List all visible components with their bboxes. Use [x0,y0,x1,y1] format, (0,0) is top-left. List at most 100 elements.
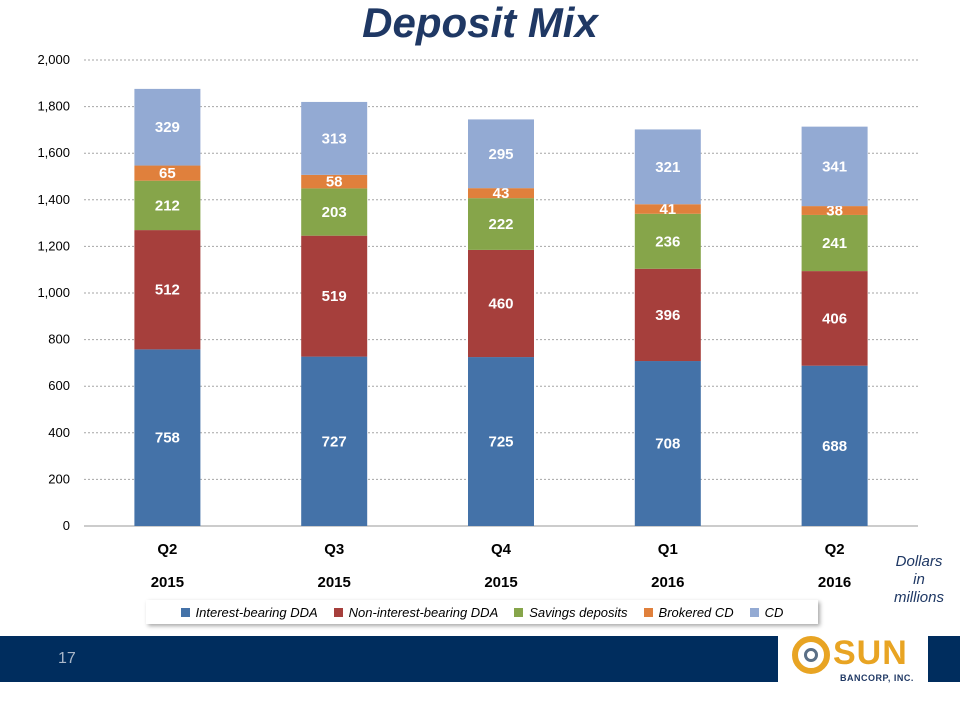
y-tick-label: 2,000 [37,52,70,67]
legend-item-interest-bearing-dda: Interest-bearing DDA [180,604,318,620]
x-category-quarter: Q3 [324,541,344,558]
bar-brokered-cd [134,165,201,181]
legend-swatch [643,607,653,617]
bar-non-interest-bearing-dda [634,268,701,362]
legend-item-brokered-cd: Brokered CD [643,604,734,620]
page-title: Deposit Mix [362,0,598,46]
bar-savings-deposits [468,198,534,250]
bar-brokered-cd [634,204,701,214]
bar-non-interest-bearing-dda [134,230,201,350]
logo-subtitle: BANCORP, INC. [840,673,914,683]
legend-label: Savings deposits [529,604,628,620]
bars: 758 512 212 65 329 727 519 203 58 313 725 460 222 43 2… [134,88,868,526]
bar-value-label: 203 [322,204,347,221]
x-category-year: 2015 [484,574,517,591]
y-tick-label: 1,400 [37,192,70,207]
bar-value-label: 236 [655,233,680,250]
y-tick-label: 200 [48,471,70,486]
bar-cd [301,101,368,175]
y-tick-label: 0 [63,518,70,533]
bar-value-label: 708 [655,436,680,453]
bar-non-interest-bearing-dda [468,249,534,358]
x-category-quarter: Q2 [157,541,177,558]
x-category-quarter: Q2 [825,541,845,558]
y-tick-label: 800 [48,332,70,347]
bar-value-label: 725 [488,434,513,451]
y-tick-label: 1,000 [37,285,70,300]
logo-name: SUN [833,634,908,672]
bar-value-label: 43 [493,185,510,202]
x-category-year: 2016 [651,574,684,591]
bar-value-label: 688 [822,438,847,455]
bar-brokered-cd [468,188,534,199]
bar-brokered-cd [301,174,368,189]
units-note-line-3: millions [893,589,944,606]
bar-savings-deposits [801,214,868,272]
y-tick-label: 1,200 [37,238,70,253]
bar-cd [801,126,868,207]
bar-value-label: 313 [322,130,347,147]
bar-value-label: 460 [488,295,513,312]
x-category-year: 2016 [818,574,851,591]
x-category-year: 2015 [151,574,184,591]
bar-value-label: 512 [155,282,180,299]
bar-value-label: 295 [488,146,513,163]
legend-label: Interest-bearing DDA [195,604,318,620]
x-category-year: 2015 [318,574,351,591]
bar-savings-deposits [634,213,701,269]
bar-value-label: 321 [655,159,680,176]
x-category-quarter: Q1 [658,541,678,558]
bar-value-label: 396 [655,307,680,324]
bar-cd [634,129,701,205]
bar-cd [468,119,534,189]
bar-value-label: 341 [822,158,847,175]
bar-non-interest-bearing-dda [301,235,368,357]
y-tick-label: 600 [48,378,70,393]
legend-item-savings-deposits: Savings deposits [514,604,628,620]
bar-value-label: 212 [155,197,180,214]
legend-item-non-interest-bearing-dda: Non-interest-bearing DDA [333,604,499,620]
bar-interest-bearing-dda [134,349,201,526]
y-tick-label: 1,800 [37,99,70,114]
y-tick-label: 400 [48,425,70,440]
legend-swatch [180,607,190,617]
page-number: 17 [58,650,76,667]
bar-value-label: 38 [826,203,843,220]
bar-value-label: 222 [488,216,513,233]
bar-value-label: 406 [822,310,847,327]
legend-label: Brokered CD [658,604,734,620]
x-axis-categories: Q2 2015 Q3 2015 Q4 2015 Q1 2016 Q2 2016 [151,541,852,591]
legend-item-cd: CD [749,604,784,620]
sun-ring-icon [792,636,830,674]
bar-savings-deposits [301,188,368,236]
bar-non-interest-bearing-dda [801,271,868,366]
bar-value-label: 41 [659,201,676,218]
bar-value-label: 727 [322,433,347,450]
deposit-mix-chart: 0 200 400 600 800 1,000 1,200 1,400 1,600 1,800 2,… [37,52,918,591]
bar-interest-bearing-dda [801,365,868,526]
bar-value-label: 58 [326,174,343,191]
bar-interest-bearing-dda [634,361,701,526]
bar-savings-deposits [134,180,201,231]
bar-interest-bearing-dda [301,356,368,526]
bar-value-label: 65 [159,165,176,182]
y-axis-ticks: 0 200 400 600 800 1,000 1,200 1,400 1,600 1,800 2,… [37,52,70,533]
bar-brokered-cd [801,206,868,215]
units-note-line-1: Dollars [895,553,943,570]
chart-legend: Interest-bearing DDA Non-interest-bearing… [146,600,818,624]
bar-value-label: 519 [322,288,347,305]
bar-value-label: 329 [155,119,180,136]
bar-interest-bearing-dda [468,357,534,526]
sun-ring-inner-icon [804,648,818,662]
x-category-quarter: Q4 [491,541,512,558]
bar-cd [134,88,201,166]
legend-label: CD [764,604,784,620]
sun-bancorp-logo: SUN BANCORP, INC. [778,630,928,690]
y-tick-label: 1,600 [37,145,70,160]
units-note-line-2: in [913,571,925,588]
bar-value-label: 758 [155,430,180,447]
legend-swatch [749,607,759,617]
units-note: Dollars in millions [884,553,954,607]
legend-swatch [333,607,343,617]
legend-label: Non-interest-bearing DDA [348,604,499,620]
